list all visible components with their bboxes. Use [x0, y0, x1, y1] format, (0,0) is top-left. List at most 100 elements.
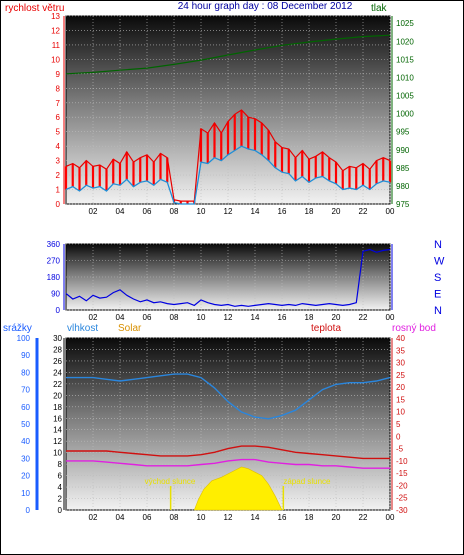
wind-x-tick: 02: [89, 207, 98, 216]
humidity-y-tick: 24: [53, 368, 62, 377]
direction-y-tick: 90: [51, 290, 60, 299]
rain-y-tick: 40: [21, 437, 30, 446]
wind-speed-title: rychlost větru: [5, 3, 64, 14]
direction-x-tick: 10: [197, 313, 206, 322]
dewpoint-title: rosný bod: [392, 323, 436, 334]
temperature-y-tick: 10: [396, 408, 405, 417]
direction-x-tick: 02: [89, 313, 98, 322]
humidity-y-tick: 2: [58, 495, 63, 504]
solar-title: Solar: [118, 323, 142, 334]
direction-grid: [66, 243, 391, 311]
direction-x-tick: 12: [224, 313, 233, 322]
temperature-y-tick: -15: [396, 469, 408, 478]
direction-y-tick: 270: [47, 257, 61, 266]
wind-x-tick: 00: [386, 207, 395, 216]
pressure-y-tick: 995: [396, 128, 410, 137]
compass-label: E: [434, 289, 441, 301]
wind-x-tick: 14: [251, 207, 260, 216]
temperature-title: teplota: [311, 323, 341, 334]
humidity-y-tick: 28: [53, 345, 62, 354]
humidity-y-tick: 6: [58, 472, 63, 481]
temperature-y-tick: 40: [396, 334, 405, 343]
temperature-y-tick: 0: [396, 432, 401, 441]
wind-x-tick: 06: [143, 207, 152, 216]
wind-x-tick: 22: [359, 207, 368, 216]
pressure-y-tick: 1005: [396, 92, 414, 101]
rain-y-tick: 0: [26, 506, 31, 515]
temperature-y-tick: 35: [396, 346, 405, 355]
direction-y-tick: 180: [47, 273, 61, 282]
humidity-y-tick: 30: [53, 334, 62, 343]
humidity-y-tick: 18: [53, 403, 62, 412]
wind-x-tick: 12: [224, 207, 233, 216]
wind-pressure-panel: 02 04 06 08 10 12 14 16 18 20 22 000123456789101112…: [51, 12, 414, 216]
direction-x-tick: 14: [251, 313, 260, 322]
direction-x-tick: 16: [278, 313, 287, 322]
temperature-y-tick: 5: [396, 420, 401, 429]
weather-x-tick: 02: [89, 513, 98, 522]
pressure-y-tick: 1020: [396, 37, 414, 46]
direction-line: [65, 248, 391, 307]
weather-x-tick: 00: [386, 513, 395, 522]
temperature-y-tick: 25: [396, 371, 405, 380]
pressure-title: tlak: [371, 3, 388, 14]
wind-y-tick: 13: [51, 12, 60, 21]
weather-x-tick: 22: [359, 513, 368, 522]
direction-x-tick: 22: [359, 313, 368, 322]
pressure-y-tick: 990: [396, 146, 410, 155]
compass-label: S: [434, 272, 441, 284]
wind-y-tick: 8: [56, 84, 61, 93]
rain-y-tick: 90: [21, 351, 30, 360]
wind-x-tick: 18: [305, 207, 314, 216]
compass-label: N: [434, 239, 442, 251]
humidity-y-tick: 8: [58, 460, 63, 469]
wind-y-tick: 10: [51, 55, 60, 64]
direction-x-tick: 20: [332, 313, 341, 322]
weather-series: východ slunce západ slunce: [66, 373, 391, 511]
weather-x-tick: 16: [278, 513, 287, 522]
wind-y-tick: 11: [52, 41, 61, 50]
direction-x-tick: 04: [116, 313, 125, 322]
wind-y-tick: 3: [56, 157, 61, 166]
wind-y-tick: 12: [51, 26, 60, 35]
rain-y-tick: 30: [21, 454, 30, 463]
humidity-y-tick: 4: [58, 483, 63, 492]
direction-series: [65, 248, 391, 307]
wind-axes: 02 04 06 08 10 12 14 16 18 20 22 000123456789101112…: [51, 12, 414, 216]
rain-y-tick: 20: [21, 472, 30, 481]
pressure-line: [65, 34, 391, 75]
wind-x-tick: 20: [332, 207, 341, 216]
weather-x-tick: 10: [197, 513, 206, 522]
direction-x-tick: 18: [305, 313, 314, 322]
direction-y-tick: 0: [56, 306, 61, 315]
solar-area: [193, 466, 283, 511]
direction-x-tick: 08: [170, 313, 179, 322]
wind-y-tick: 7: [56, 99, 61, 108]
humidity-y-tick: 16: [53, 414, 62, 423]
wind-series: [64, 34, 392, 205]
wind-y-tick: 1: [56, 186, 61, 195]
dewpoint-line: [66, 458, 390, 469]
temperature-y-tick: 30: [396, 359, 405, 368]
direction-x-tick: 00: [386, 313, 395, 322]
weather-x-tick: 20: [332, 513, 341, 522]
pressure-y-tick: 1025: [396, 19, 414, 28]
compass-label: N: [434, 305, 442, 317]
wind-y-tick: 6: [56, 113, 61, 122]
temperature-y-tick: 15: [396, 395, 405, 404]
weather-panel: východ slunce západ slunce 02 04 06 08 10 12 14…: [17, 334, 408, 522]
temperature-line: [66, 445, 390, 460]
pressure-y-tick: 980: [396, 182, 410, 191]
humidity-y-tick: 0: [58, 506, 63, 515]
weather-x-tick: 08: [170, 513, 179, 522]
wind-x-tick: 16: [278, 207, 287, 216]
weather-x-tick: 18: [305, 513, 314, 522]
weather-x-tick: 14: [251, 513, 260, 522]
rain-y-tick: 60: [21, 403, 30, 412]
rain-title: srážky: [3, 323, 32, 334]
pressure-y-tick: 1000: [396, 110, 414, 119]
pressure-y-tick: 1010: [396, 73, 414, 82]
humidity-y-tick: 20: [53, 391, 62, 400]
wind-y-tick: 2: [56, 171, 61, 180]
